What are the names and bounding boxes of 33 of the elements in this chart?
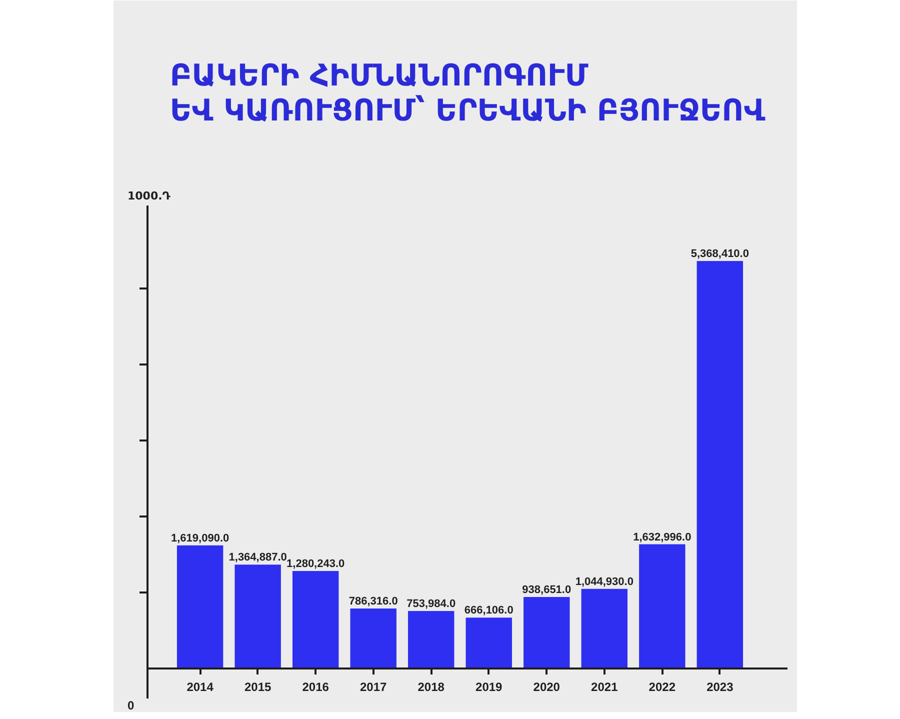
bar xyxy=(350,608,396,668)
bar xyxy=(408,610,454,668)
data-label: 1,364,887.0 xyxy=(228,552,287,564)
data-label: 1,632,996.0 xyxy=(633,531,692,544)
x-tick-label: 2018 xyxy=(418,680,445,694)
x-tick-label: 2016 xyxy=(302,680,330,694)
bar xyxy=(292,571,339,668)
data-label: 1,619,090.0 xyxy=(171,532,230,544)
data-label: 1,280,243.0 xyxy=(286,558,345,570)
data-label: 5,368,410.0 xyxy=(690,248,749,260)
x-tick-label: 2014 xyxy=(186,680,214,694)
data-label: 786,316.0 xyxy=(348,596,398,608)
x-tick-label: 2017 xyxy=(360,680,388,694)
x-tick-label: 2022 xyxy=(648,680,676,694)
bar xyxy=(234,564,281,668)
x-tick-label: 2021 xyxy=(591,680,618,694)
x-tick-label: 2020 xyxy=(533,680,560,694)
chart-title: ԲԱԿԵՐԻ ՀԻՄՆԱՆՈՐՈԳՈՒՄ ԵՎ ԿԱՌՈՒՑՈՒՄ՝ ԵՐԵՎԱՆԻ ԲՅՈՒՋԵՈՎ xyxy=(170,58,766,128)
data-label: 666,106.0 xyxy=(464,604,514,617)
data-label: 1,044,930.0 xyxy=(575,576,634,588)
data-label: 753,984.0 xyxy=(406,598,456,610)
x-tick-label: 2019 xyxy=(476,680,503,694)
bar xyxy=(176,545,224,668)
bar xyxy=(639,544,686,668)
bar xyxy=(466,618,512,668)
bar xyxy=(524,596,570,668)
x-tick-label: 2023 xyxy=(706,680,734,694)
data-label: 938,651.0 xyxy=(522,584,572,596)
y-axis-title: 1000.Դ xyxy=(128,190,172,202)
text: 0 xyxy=(128,698,134,712)
x-tick-label: 2015 xyxy=(244,680,272,694)
bar xyxy=(581,588,628,668)
bar xyxy=(696,260,744,668)
